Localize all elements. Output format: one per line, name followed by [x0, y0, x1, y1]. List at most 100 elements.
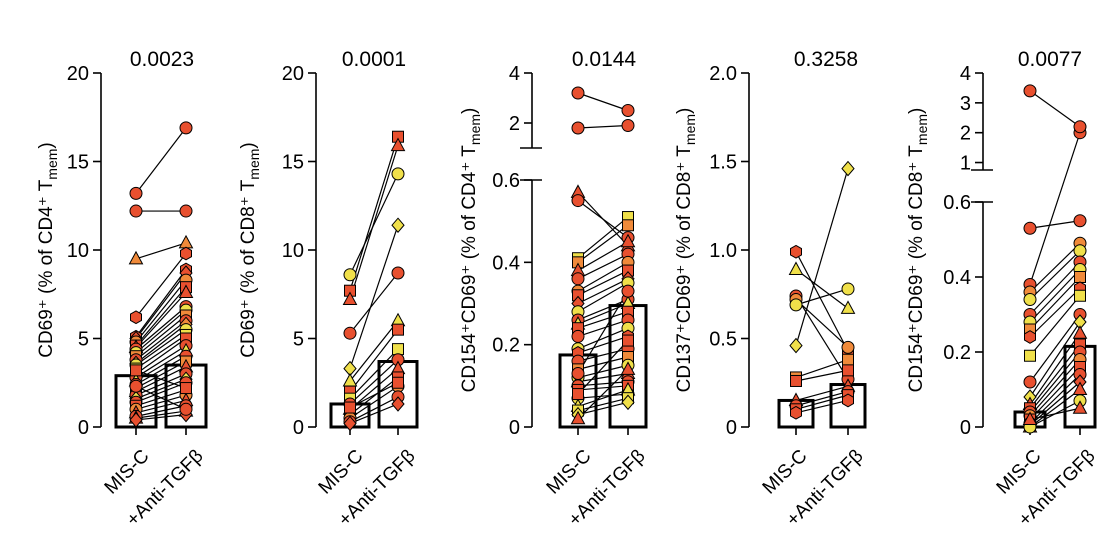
data-point-anti-tgfb	[840, 300, 856, 314]
y-tick-label: 15	[67, 152, 89, 174]
data-point-anti-tgfb	[621, 119, 635, 132]
data-point-anti-tgfb	[1074, 271, 1086, 283]
pair-line	[349, 403, 399, 425]
pair-line	[577, 335, 629, 354]
data-point-misc	[1023, 293, 1037, 306]
data-point-misc	[1024, 349, 1036, 362]
data-point-misc	[571, 121, 585, 135]
pair-line	[349, 145, 399, 300]
data-point-misc	[571, 86, 585, 100]
pair-line	[795, 251, 849, 352]
y-tick-label: 5	[293, 329, 304, 351]
y-axis-label: CD69⁺ (% of CD8⁺ Tmem)	[238, 142, 262, 358]
y-tick-label: 10	[282, 240, 304, 262]
pair-line	[1029, 314, 1081, 383]
pair-line	[795, 359, 849, 379]
pair-line	[135, 286, 187, 346]
y-label-subscript: mem	[246, 149, 262, 180]
data-point-anti-tgfb	[178, 284, 194, 298]
data-point-misc	[129, 412, 143, 428]
chart-panel-5: 0.0077 0 0.2 0.4 0.6 1 2 3 4 CD154⁺CD69⁺ (% of CD…	[906, 48, 1100, 531]
chart-panel-4: 0.3258 0 0.5 1.0 1.5 2.0 CD137⁺CD69⁺ (% of CD8…	[674, 48, 868, 531]
pair-line	[1029, 132, 1081, 285]
pair-line	[577, 253, 629, 280]
pair-line	[1029, 351, 1081, 413]
pair-line	[135, 272, 187, 339]
pair-line	[349, 320, 399, 382]
data-point-misc	[788, 261, 804, 275]
y-tick-label: 1	[960, 153, 971, 175]
y-label-main: CD154⁺CD69⁺ (% of CD8⁺ T	[906, 145, 927, 393]
y-label-subscript: mem	[44, 149, 60, 180]
pair-line	[577, 393, 629, 399]
y-tick-label: 20	[67, 63, 89, 85]
data-point-anti-tgfb	[179, 402, 193, 416]
y-axis-label: CD154⁺CD69⁺ (% of CD4⁺ Tmem)	[459, 108, 483, 393]
y-label-end: )	[674, 108, 695, 114]
y-tick-label: 0.6	[492, 170, 520, 192]
pair-line	[577, 401, 629, 416]
p-value-label: 0.0001	[342, 48, 406, 71]
pair-line	[135, 378, 187, 400]
pair-line	[1029, 295, 1081, 357]
data-point-anti-tgfb	[841, 282, 855, 296]
pair-line	[1029, 344, 1081, 409]
data-point-misc	[343, 326, 357, 340]
y-label-main: CD137⁺CD69⁺ (% of CD8⁺ T	[674, 145, 695, 393]
pair-line	[135, 306, 187, 350]
pair-line	[135, 360, 187, 389]
pair-line	[795, 369, 849, 382]
pair-line	[135, 345, 187, 378]
y-axis-label: CD69⁺ (% of CD4⁺ Tmem)	[36, 142, 60, 358]
y-tick-label: 0.4	[492, 252, 520, 274]
data-point-anti-tgfb	[392, 343, 404, 356]
pair-line	[577, 397, 629, 412]
pair-line	[795, 268, 849, 309]
pair-line	[577, 200, 629, 239]
data-point-misc	[1023, 221, 1037, 235]
pair-line	[795, 295, 849, 380]
pair-line	[577, 224, 629, 263]
y-tick-label: 10	[67, 240, 89, 262]
pair-line	[135, 242, 187, 260]
data-points	[342, 130, 406, 432]
pair-line	[577, 319, 629, 338]
data-point-misc	[571, 194, 585, 208]
pair-line	[795, 391, 849, 407]
pair-line	[577, 372, 629, 383]
data-point-misc	[342, 291, 358, 306]
data-point-misc	[790, 244, 802, 259]
data-point-misc	[789, 337, 803, 354]
pair-line	[577, 290, 629, 374]
pair-line	[135, 385, 187, 410]
data-point-anti-tgfb	[621, 284, 635, 298]
y-tick-label: 0	[78, 417, 89, 439]
y-label-subscript: mem	[682, 114, 698, 145]
pair-line	[135, 292, 187, 348]
data-point-anti-tgfb	[179, 121, 193, 135]
pair-line	[577, 302, 629, 325]
pair-line	[135, 373, 187, 396]
pair-line	[135, 382, 187, 403]
pair-line	[135, 323, 187, 364]
data-point-anti-tgfb	[1073, 120, 1087, 134]
y-tick-label: 3	[960, 93, 971, 115]
data-point-anti-tgfb	[1073, 214, 1087, 228]
y-tick-label: 0	[509, 417, 520, 439]
pair-line	[577, 298, 629, 321]
pair-line	[135, 269, 187, 338]
pair-line	[1029, 250, 1081, 300]
pair-line	[1029, 261, 1081, 315]
data-point-anti-tgfb	[620, 361, 636, 375]
pair-line	[577, 216, 629, 259]
y-tick-label: 20	[282, 63, 304, 85]
pair-line	[1029, 332, 1081, 405]
y-tick-label: 4	[960, 63, 971, 85]
y-label-main: CD154⁺CD69⁺ (% of CD4⁺ T	[459, 145, 480, 393]
y-label-subscript: mem	[467, 114, 483, 145]
data-point-anti-tgfb	[1074, 289, 1086, 302]
data-point-misc	[790, 405, 802, 420]
pair-line	[135, 410, 187, 419]
data-point-misc	[571, 329, 585, 343]
data-points	[128, 121, 194, 428]
